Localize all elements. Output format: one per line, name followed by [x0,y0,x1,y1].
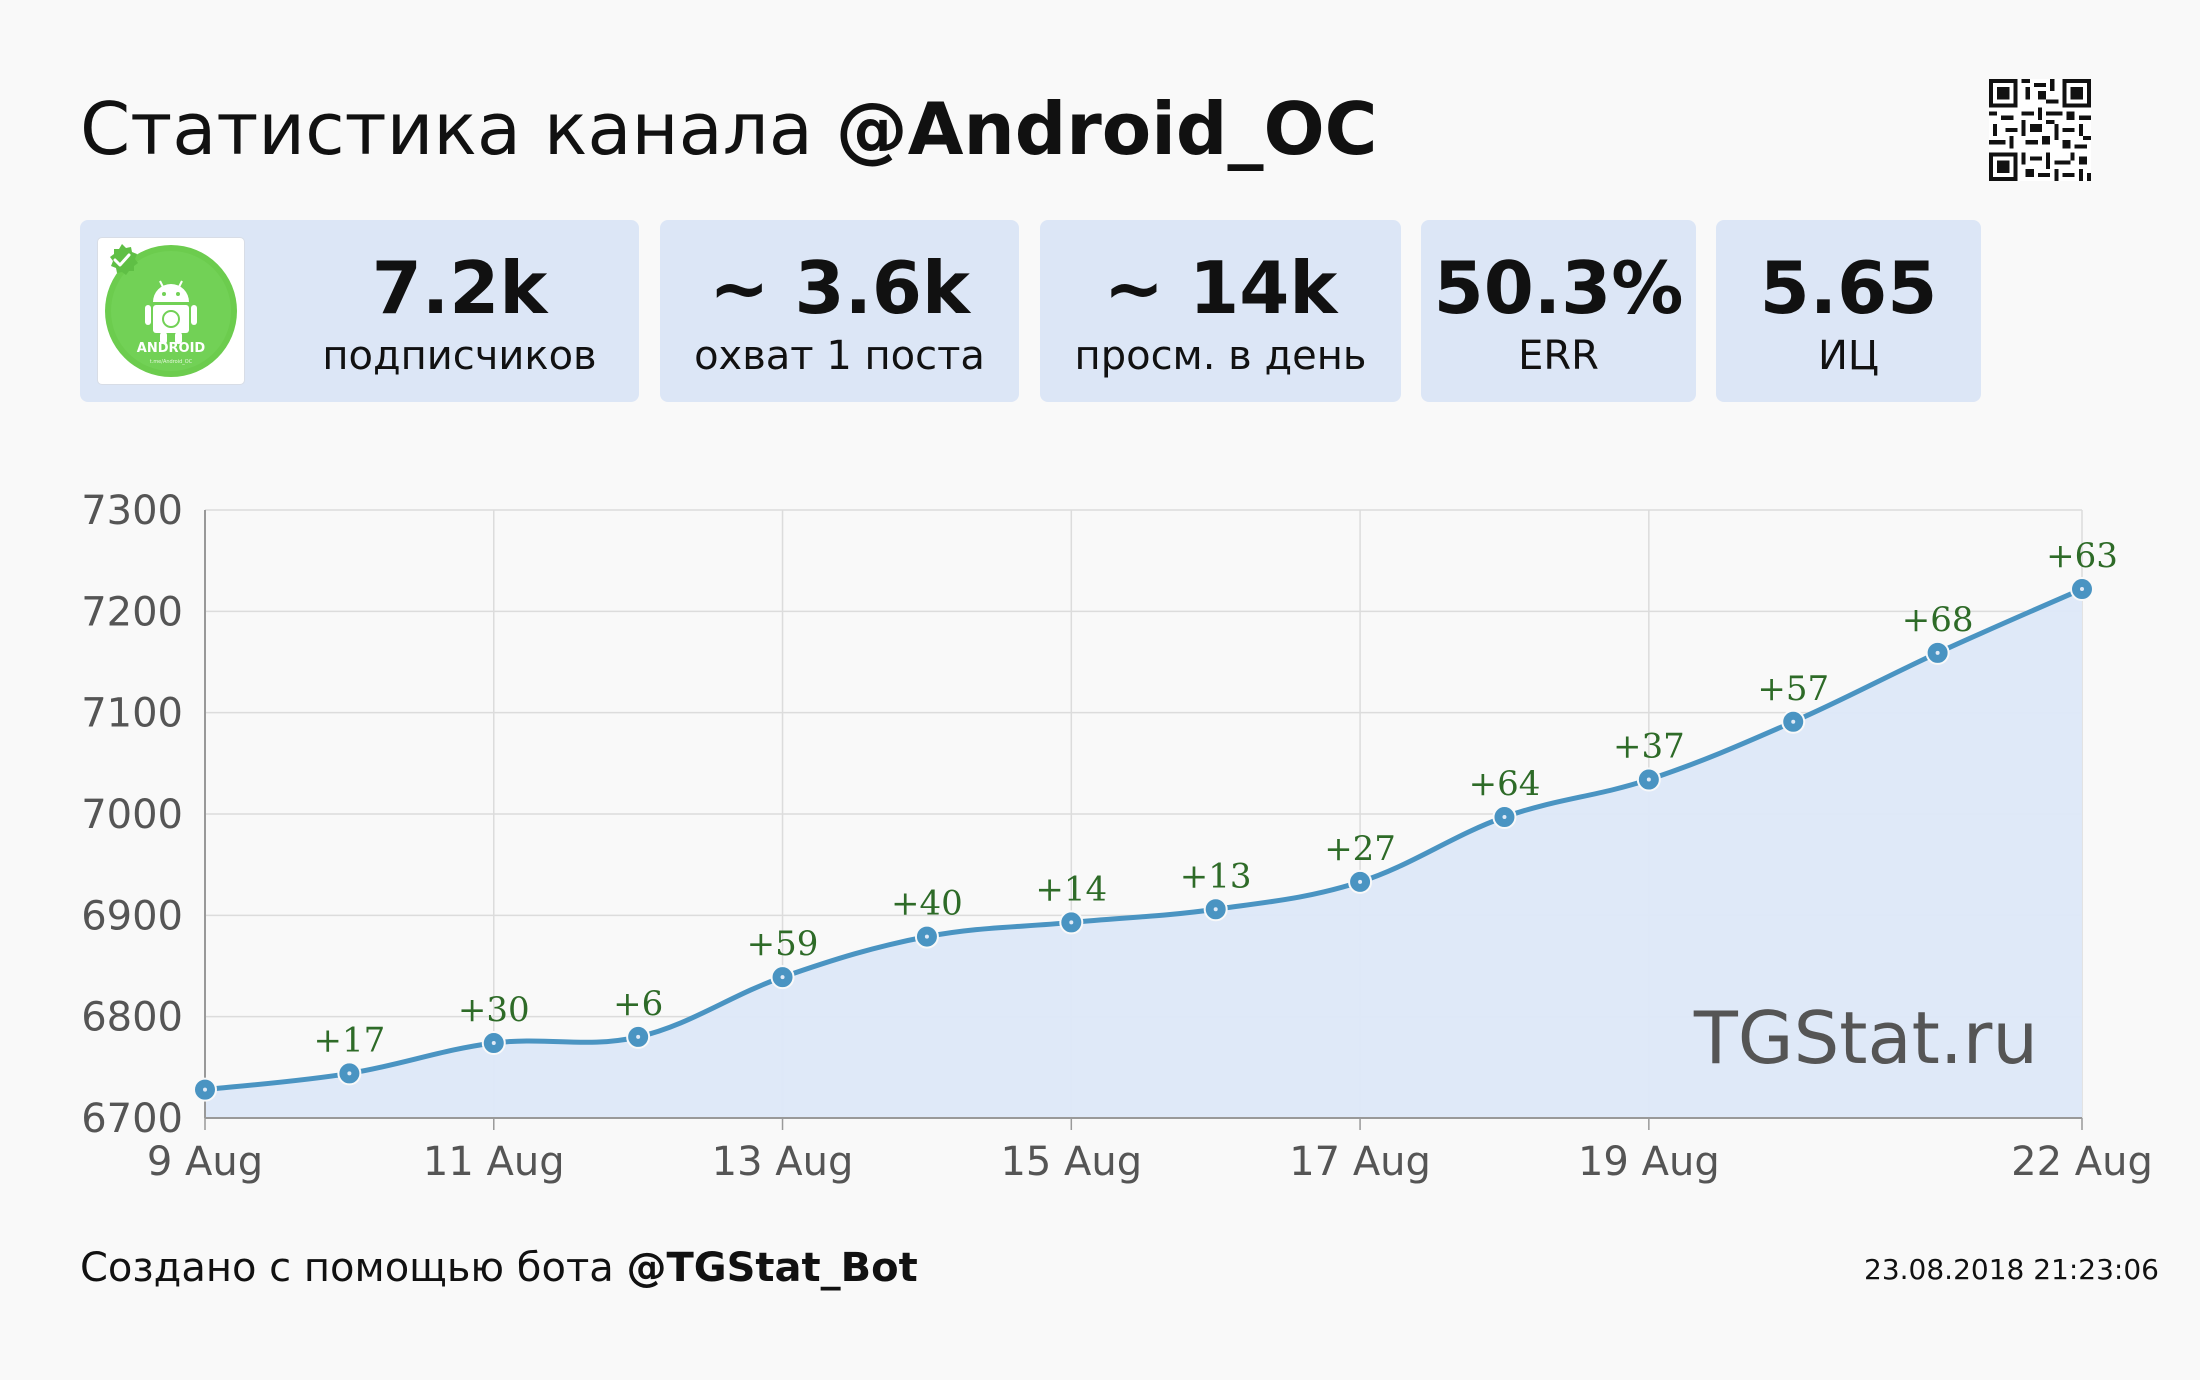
y-tick-label: 7000 [81,792,183,838]
subscribers-value: 7.2k [371,246,548,330]
avatar-caption: t.me/Android_OC [150,359,193,365]
page-title: Статистика канала @Android_OC [80,84,1378,174]
y-tick-label: 6900 [81,893,183,939]
err-value: 50.3% [1433,246,1684,330]
data-point-center [347,1071,352,1076]
data-label: +17 [314,1020,386,1060]
data-point-center [1502,815,1507,820]
ic-value: 5.65 [1759,246,1938,330]
err-card: 50.3% ERR [1421,220,1696,402]
data-label: +57 [1757,669,1829,709]
x-tick-label: 11 Aug [423,1139,565,1185]
data-point-center [780,975,785,980]
ic-card: 5.65 ИЦ [1716,220,1981,402]
x-tick-label: 13 Aug [712,1139,854,1185]
data-point-center [1935,650,1940,655]
footer-prefix: Создано с помощью бота [80,1245,614,1291]
bot-handle[interactable]: @TGStat_Bot [626,1245,918,1291]
data-label: +40 [891,884,963,924]
daily-views-card: ~ 14k просм. в день [1040,220,1401,402]
data-label: +63 [2046,536,2118,576]
reach-card: ~ 3.6k охват 1 поста [660,220,1019,402]
chart-area-fill [205,589,2082,1118]
reach-label: охват 1 поста [694,333,985,379]
reach-value: ~ 3.6k [709,246,970,330]
x-tick-label: 15 Aug [1000,1139,1142,1185]
data-point-center [491,1041,496,1046]
data-point-center [1358,879,1363,884]
data-label: +64 [1469,764,1541,804]
x-tick-label: 9 Aug [147,1139,263,1185]
subscribers-card: ANDROID t.me/Android_OC 7.2k подписчиков [80,220,639,402]
y-tick-label: 7200 [81,589,183,635]
qr-code-icon [1989,79,2091,181]
data-label: +30 [458,990,530,1030]
data-point-center [2080,587,2084,592]
footer-credit: Создано с помощью бота @TGStat_Bot [80,1240,918,1296]
data-label: +14 [1035,869,1107,909]
data-label: +27 [1324,829,1396,869]
data-point-center [924,934,929,939]
daily-views-value: ~ 14k [1103,246,1338,330]
data-point-center [203,1087,207,1092]
daily-views-label: просм. в день [1074,333,1367,379]
verified-badge-icon [110,244,138,275]
data-label: +13 [1180,856,1252,896]
data-point-center [1069,920,1074,925]
android-robot-icon [145,280,197,344]
chart-series-line [204,586,2084,1093]
y-tick-label: 6700 [81,1096,183,1142]
y-tick-label: 6800 [81,995,183,1041]
generated-timestamp: 23.08.2018 21:23:06 [1864,1253,2159,1286]
data-label: +68 [1902,600,1974,640]
data-label: +37 [1613,727,1685,767]
data-label: +6 [613,984,663,1024]
data-point-center [636,1034,641,1039]
avatar-logo-text: ANDROID [137,341,206,356]
y-tick-label: 7300 [81,488,183,534]
x-tick-label: 17 Aug [1289,1139,1431,1185]
err-label: ERR [1518,333,1599,379]
subscribers-chart: TGStat.ru 6700 6800 6900 7000 7100 7200 7300 9 … [81,488,2153,1185]
y-tick-label: 7100 [81,691,183,737]
chart-watermark: TGStat.ru [1693,996,2038,1080]
channel-avatar: ANDROID t.me/Android_OC [98,238,244,384]
data-label: +59 [747,924,819,964]
data-point-center [1791,719,1796,724]
channel-handle: @Android_OC [835,87,1378,171]
x-tick-label: 22 Aug [2011,1139,2153,1185]
data-point-center [1646,777,1651,782]
data-point-center [1213,907,1218,912]
subscribers-label: подписчиков [322,333,597,379]
x-tick-label: 19 Aug [1578,1139,1720,1185]
title-prefix: Статистика канала [80,87,813,171]
ic-label: ИЦ [1818,333,1879,379]
